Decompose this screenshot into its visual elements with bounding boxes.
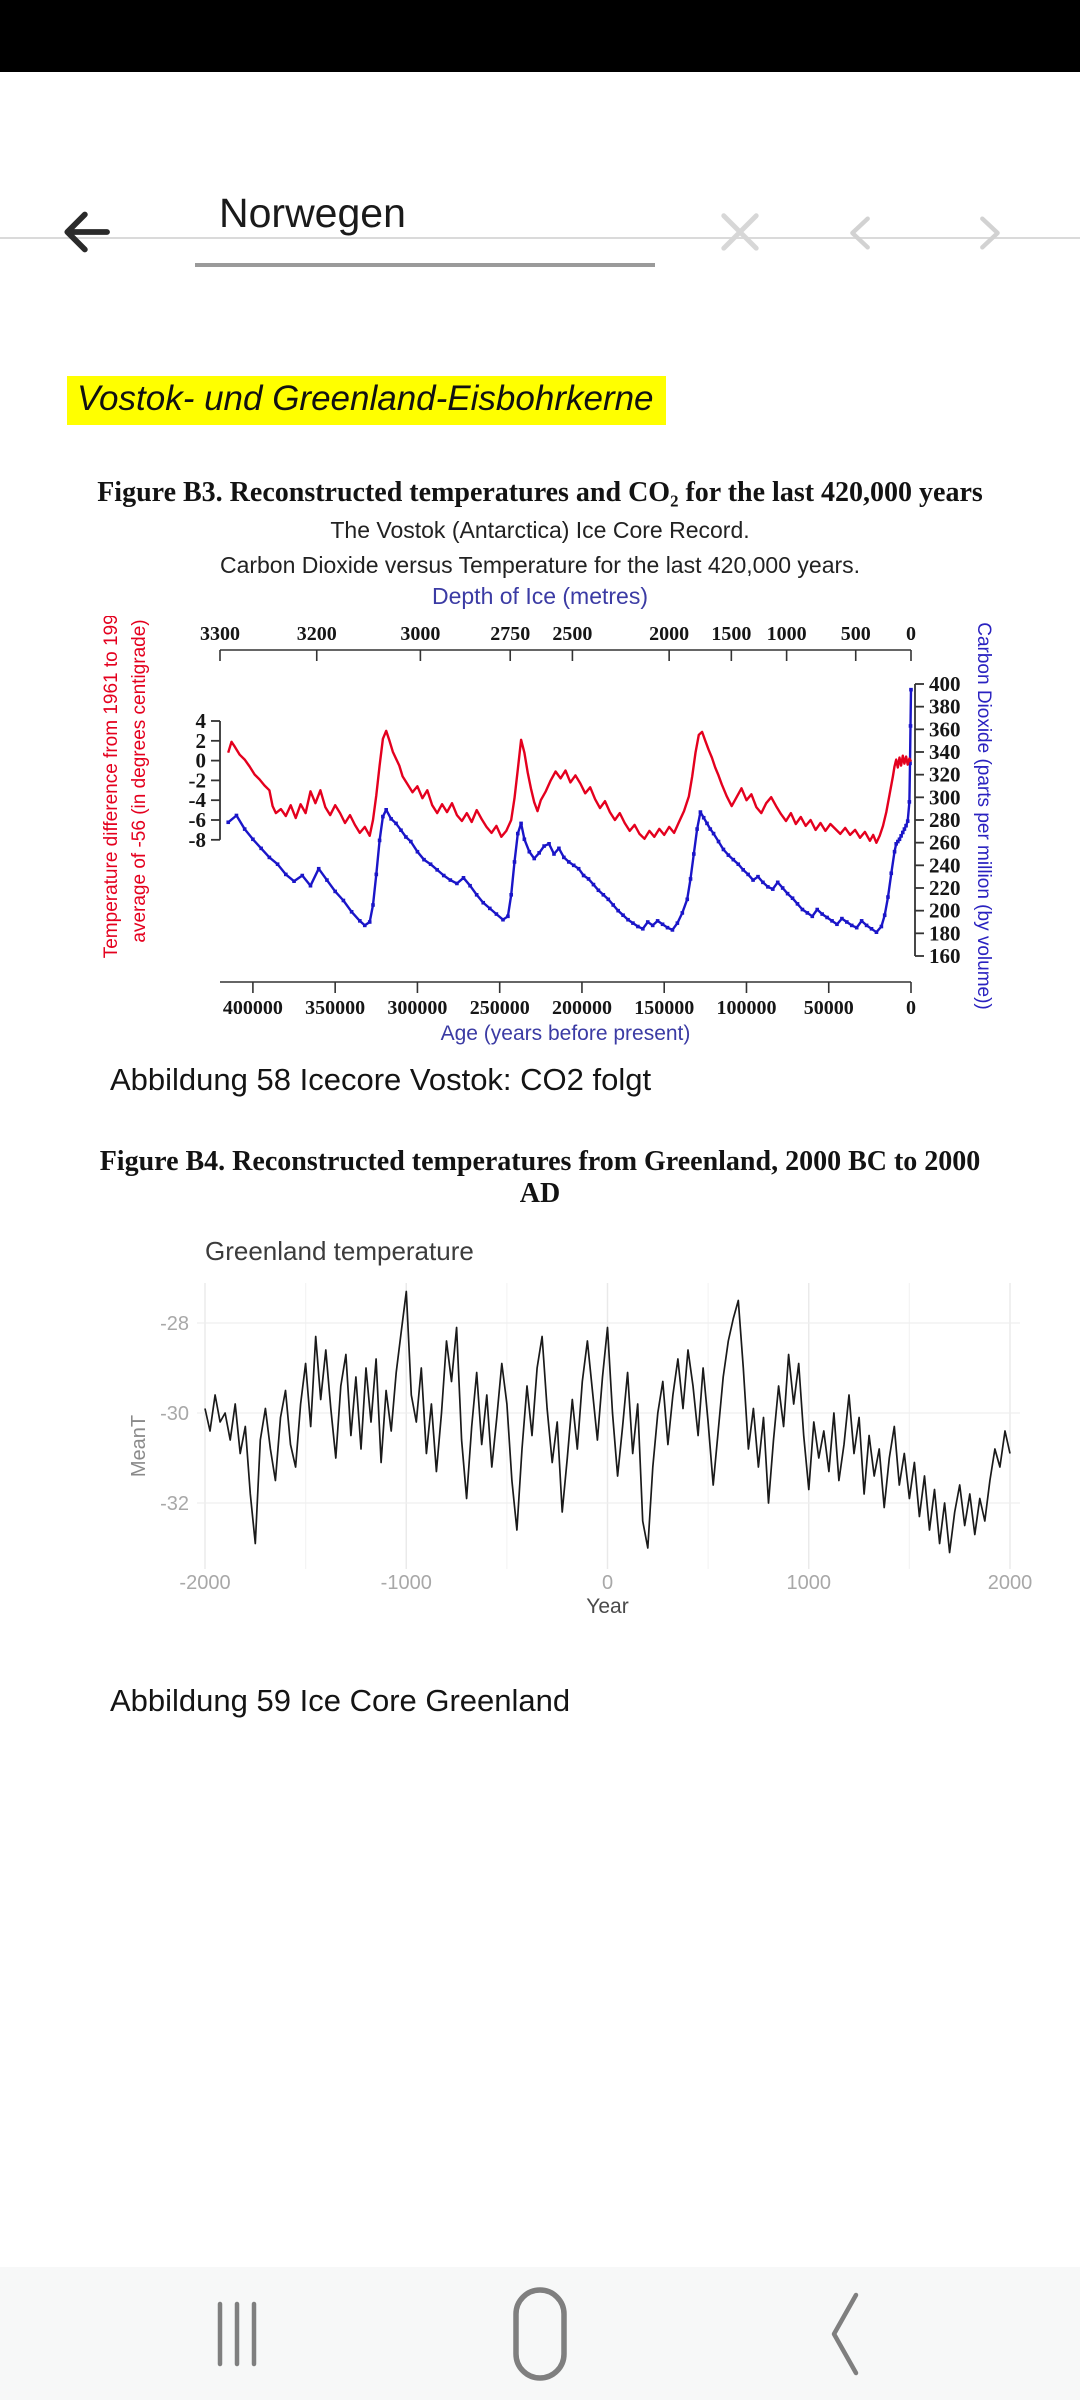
svg-text:2750: 2750 xyxy=(490,623,530,645)
svg-text:Year: Year xyxy=(586,1595,628,1618)
figure-b3-depth-axis-title: Depth of Ice (metres) xyxy=(431,583,649,609)
svg-text:400: 400 xyxy=(929,672,961,696)
svg-text:250000: 250000 xyxy=(470,997,530,1019)
back-chevron-icon xyxy=(831,2292,859,2375)
svg-text:280: 280 xyxy=(929,808,961,832)
search-field-wrap xyxy=(195,190,655,267)
clear-x-icon xyxy=(721,213,759,251)
svg-text:380: 380 xyxy=(929,695,961,719)
svg-text:3200: 3200 xyxy=(297,623,337,645)
caption-abbildung-58: Abbildung 58 Icecore Vostok: CO2 folgt xyxy=(110,1062,652,1097)
svg-text:-2: -2 xyxy=(189,768,207,792)
recents-button[interactable] xyxy=(177,2267,297,2400)
svg-text:1500: 1500 xyxy=(711,623,751,645)
svg-text:50000: 50000 xyxy=(804,997,854,1019)
figure-b3-subtitle-2: Carbon Dioxide versus Temperature for th… xyxy=(219,552,861,578)
document-page: Vostok- und Greenland-Eisbohrkerne Figur… xyxy=(0,239,1080,1719)
svg-text:400000: 400000 xyxy=(223,997,283,1019)
svg-text:0: 0 xyxy=(196,749,207,773)
back-nav-button[interactable] xyxy=(785,2267,905,2400)
next-result-button[interactable] xyxy=(966,210,1012,256)
svg-text:-6: -6 xyxy=(189,808,207,832)
chevron-next-icon xyxy=(980,216,1000,250)
svg-text:-30: -30 xyxy=(160,1403,189,1425)
svg-text:3300: 3300 xyxy=(200,623,240,645)
figure-b3-title: Figure B3. Reconstructed temperatures an… xyxy=(97,477,983,508)
svg-text:2500: 2500 xyxy=(552,623,592,645)
svg-text:Age (years before present): Age (years before present) xyxy=(441,1022,691,1045)
android-navigation-bar xyxy=(0,2267,1080,2400)
svg-text:average of -56 (in degrees cen: average of -56 (in degrees centigrade) xyxy=(129,619,150,942)
svg-text:-28: -28 xyxy=(160,1313,189,1335)
back-button[interactable] xyxy=(58,204,114,260)
home-button[interactable] xyxy=(480,2267,600,2400)
svg-text:0: 0 xyxy=(906,623,916,645)
back-arrow-icon xyxy=(64,211,110,253)
highlighted-heading: Vostok- und Greenland-Eisbohrkerne xyxy=(67,376,666,425)
svg-text:100000: 100000 xyxy=(716,997,776,1019)
figure-b4-title: Figure B4. Reconstructed temperatures fr… xyxy=(99,1146,981,1209)
svg-text:3000: 3000 xyxy=(400,623,440,645)
svg-text:-8: -8 xyxy=(189,828,207,852)
svg-text:1000: 1000 xyxy=(767,623,807,645)
svg-text:220: 220 xyxy=(929,876,961,900)
svg-text:160: 160 xyxy=(929,944,961,968)
search-input[interactable] xyxy=(195,190,655,267)
svg-text:500: 500 xyxy=(841,623,871,645)
svg-text:0: 0 xyxy=(602,1572,613,1594)
svg-text:150000: 150000 xyxy=(634,997,694,1019)
svg-text:260: 260 xyxy=(929,831,961,855)
chevron-prev-icon xyxy=(850,216,870,250)
svg-text:340: 340 xyxy=(929,740,961,764)
svg-text:350000: 350000 xyxy=(305,997,365,1019)
svg-text:2: 2 xyxy=(196,729,207,753)
svg-text:2000: 2000 xyxy=(649,623,689,645)
recents-icon xyxy=(217,2301,257,2366)
svg-text:Carbon Dioxide (parts per mill: Carbon Dioxide (parts per million (by vo… xyxy=(973,622,994,1010)
svg-text:-32: -32 xyxy=(160,1493,189,1515)
svg-text:300: 300 xyxy=(929,785,961,809)
svg-text:320: 320 xyxy=(929,763,961,787)
figure-b3-vostok: Figure B3. Reconstructed temperatures an… xyxy=(85,477,995,1048)
svg-text:360: 360 xyxy=(929,717,961,741)
clear-search-button[interactable] xyxy=(714,206,766,258)
svg-text:-1000: -1000 xyxy=(381,1572,432,1594)
previous-result-button[interactable] xyxy=(838,210,884,256)
svg-text:-4: -4 xyxy=(189,788,207,812)
find-on-page-toolbar xyxy=(0,72,1080,267)
svg-text:4: 4 xyxy=(196,709,207,733)
svg-text:0: 0 xyxy=(906,997,916,1019)
svg-text:200000: 200000 xyxy=(552,997,612,1019)
svg-text:180: 180 xyxy=(929,921,961,945)
vostok-chart-svg: 3300 3200 3000 2750 2500 2000 1500 1000 500 04000… xyxy=(101,616,994,1045)
svg-text:200: 200 xyxy=(929,899,961,923)
svg-text:300000: 300000 xyxy=(387,997,447,1019)
svg-text:Temperature difference from 19: Temperature difference from 1961 to 1990 xyxy=(101,616,122,958)
figure-b3-subtitle-1: The Vostok (Antarctica) Ice Core Record. xyxy=(330,517,750,543)
svg-text:2000: 2000 xyxy=(988,1572,1033,1594)
svg-text:240: 240 xyxy=(929,853,961,877)
home-icon xyxy=(513,2286,567,2381)
greenland-chart-svg: -28 -30 -32 -2000 -1000 0 1000 2000 MeanT Year xyxy=(128,1283,1033,1618)
figure-b4-greenland: Figure B4. Reconstructed temperatures fr… xyxy=(85,1146,995,1267)
svg-text:-2000: -2000 xyxy=(179,1572,230,1594)
svg-text:1000: 1000 xyxy=(787,1572,832,1594)
caption-abbildung-59: Abbildung 59 Ice Core Greenland xyxy=(110,1683,571,1718)
status-bar xyxy=(0,0,1080,72)
figure-b4-subtitle: Greenland temperature xyxy=(205,1236,474,1266)
svg-text:MeanT: MeanT xyxy=(128,1415,150,1477)
